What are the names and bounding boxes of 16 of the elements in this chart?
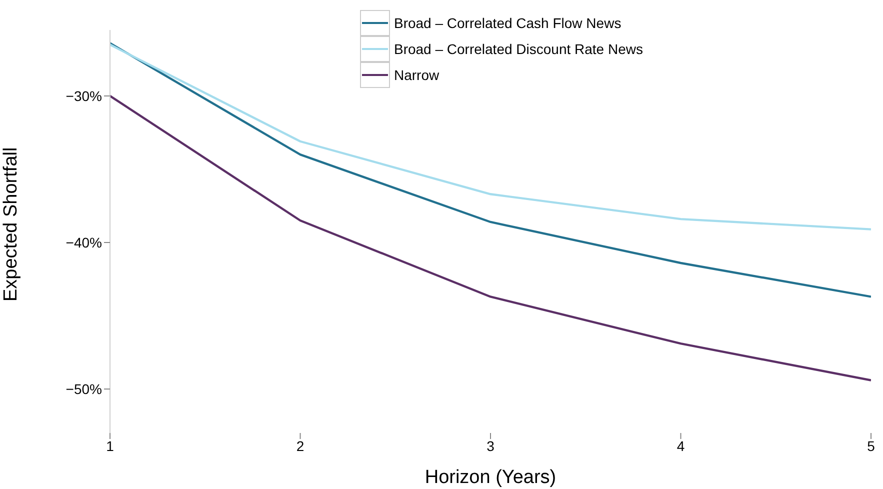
x-tick-label: 1 <box>106 438 114 454</box>
legend-label: Broad – Correlated Discount Rate News <box>394 41 643 57</box>
line-series <box>110 94 871 382</box>
x-tick-label: 3 <box>486 438 495 454</box>
y-tick-label: −50% <box>66 381 102 398</box>
x-axis-title: Horizon (Years) <box>424 467 556 488</box>
y-tick-label: −30% <box>66 88 102 104</box>
line-series <box>110 42 871 298</box>
x-tick-label: 4 <box>676 438 685 454</box>
y-axis-title: Expected Shortfall <box>0 147 22 302</box>
x-tick-label: 5 <box>867 438 876 454</box>
legend-label: Broad – Correlated Cash Flow News <box>394 15 622 31</box>
x-tick-label: 2 <box>296 438 304 454</box>
line-series <box>110 44 871 230</box>
y-tick-label: −40% <box>66 234 102 250</box>
legend-label: Narrow <box>394 67 440 83</box>
